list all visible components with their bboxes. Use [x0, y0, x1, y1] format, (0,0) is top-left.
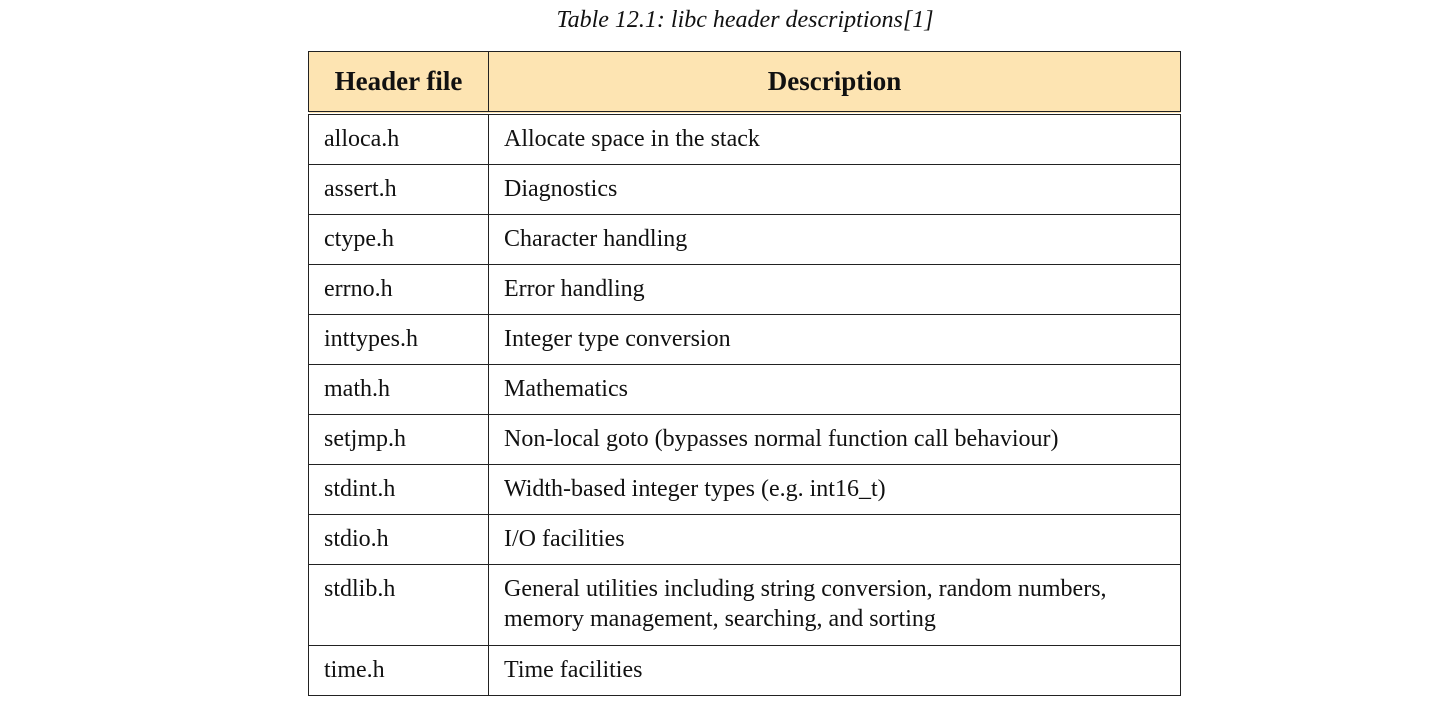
description-cell: Non-local goto (bypasses normal function… — [488, 414, 1181, 465]
description-cell: Time facilities — [488, 645, 1181, 696]
header-file-cell: ctype.h — [308, 214, 489, 265]
table-row: ctype.h Character handling — [308, 214, 1181, 265]
table-caption: Table 12.1: libc header descriptions[1] — [556, 7, 934, 33]
description-cell: Mathematics — [488, 364, 1181, 415]
header-file-cell: alloca.h — [308, 112, 489, 165]
column-header-header-file: Header file — [308, 51, 489, 115]
header-file-cell: errno.h — [308, 264, 489, 315]
header-file-cell: stdlib.h — [308, 564, 489, 646]
table-row: alloca.h Allocate space in the stack — [308, 112, 1181, 165]
header-file-cell: time.h — [308, 645, 489, 696]
table-row: errno.h Error handling — [308, 264, 1181, 315]
table-row: assert.h Diagnostics — [308, 164, 1181, 215]
table-row: math.h Mathematics — [308, 364, 1181, 415]
header-file-cell: assert.h — [308, 164, 489, 215]
description-cell: Allocate space in the stack — [488, 112, 1181, 165]
column-header-description: Description — [488, 51, 1181, 115]
table-row: time.h Time facilities — [308, 645, 1181, 696]
description-cell: Integer type conversion — [488, 314, 1181, 365]
table-row: setjmp.h Non-local goto (bypasses normal… — [308, 414, 1181, 465]
table-header-row: Header file Description — [308, 51, 1181, 115]
header-file-cell: setjmp.h — [308, 414, 489, 465]
description-cell: Diagnostics — [488, 164, 1181, 215]
table-row: stdint.h Width-based integer types (e.g.… — [308, 464, 1181, 515]
header-file-cell: stdint.h — [308, 464, 489, 515]
libc-header-table: Header file Description alloca.h Allocat… — [308, 51, 1181, 696]
header-file-cell: inttypes.h — [308, 314, 489, 365]
header-file-cell: stdio.h — [308, 514, 489, 565]
header-file-cell: math.h — [308, 364, 489, 415]
description-cell: General utilities including string conve… — [488, 564, 1181, 646]
description-cell: I/O facilities — [488, 514, 1181, 565]
table-row: stdlib.h General utilities including str… — [308, 564, 1181, 646]
description-cell: Character handling — [488, 214, 1181, 265]
description-cell: Error handling — [488, 264, 1181, 315]
description-cell: Width-based integer types (e.g. int16_t) — [488, 464, 1181, 515]
table-row: inttypes.h Integer type conversion — [308, 314, 1181, 365]
table-row: stdio.h I/O facilities — [308, 514, 1181, 565]
